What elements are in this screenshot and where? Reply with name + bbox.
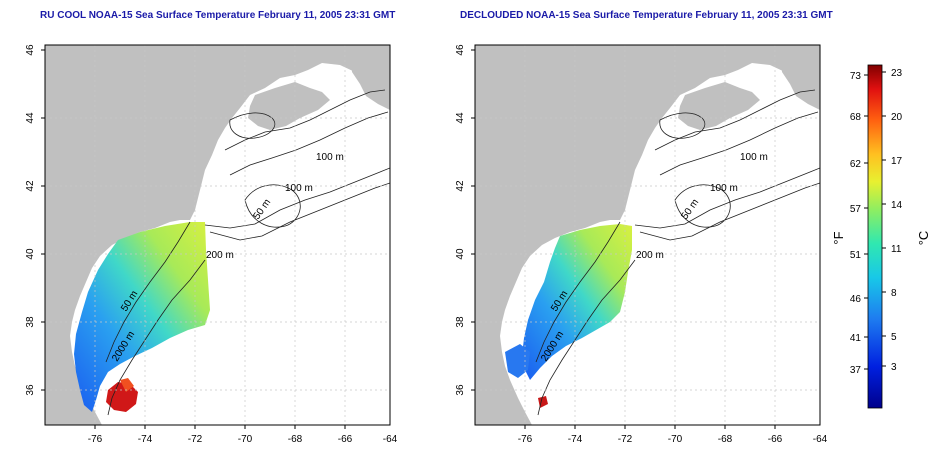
celsius-tick: 23 [891, 68, 903, 79]
map-frame [44, 44, 391, 426]
right-map-title: DECLOUDED NOAA-15 Sea Surface Temperatur… [460, 10, 833, 21]
celsius-tick: 14 [891, 200, 903, 211]
x-tick-label: -70 [238, 434, 253, 445]
x-tick-label: -70 [668, 434, 683, 445]
newfoundland [350, 45, 390, 110]
y-tick-label: 40 [455, 248, 466, 260]
contour-label: 100 m [285, 183, 313, 194]
celsius-tick: 5 [891, 332, 897, 343]
colorbar-gradient [867, 64, 883, 409]
cold-coastal-patch [505, 344, 530, 378]
contour-label: 100 m [710, 183, 738, 194]
fahrenheit-tick: 73 [850, 71, 862, 82]
axis-ticks [41, 49, 346, 429]
x-tick-label: -66 [768, 434, 783, 445]
y-tick-label: 46 [25, 44, 36, 56]
celsius-tick-labels: 23 20 17 14 11 8 5 3 [891, 68, 903, 373]
y-tick-label: 36 [25, 384, 36, 396]
land-mass [45, 45, 390, 425]
fahrenheit-axis-label: °F [831, 231, 846, 244]
contour-label: 100 m [740, 152, 768, 163]
left-map-title: RU COOL NOAA-15 Sea Surface Temperature … [40, 10, 396, 21]
nova-scotia [678, 82, 760, 130]
celsius-tick: 8 [891, 288, 897, 299]
fahrenheit-tick: 37 [850, 365, 862, 376]
left-sst-map: 100 m 100 m 50 m 200 m 50 m 2000 m -76 -… [25, 44, 398, 445]
y-tick-label: 38 [455, 316, 466, 328]
x-tick-label: -66 [338, 434, 353, 445]
y-tick-label: 44 [455, 112, 466, 124]
celsius-tick: 20 [891, 112, 903, 123]
y-tick-label: 42 [455, 180, 466, 192]
y-axis-labels: 36 38 40 42 44 46 [455, 44, 466, 396]
x-tick-label: -68 [718, 434, 733, 445]
grid-lines [45, 45, 390, 425]
celsius-tick: 11 [891, 244, 902, 255]
celsius-ticks [882, 71, 886, 367]
axis-ticks [471, 49, 776, 429]
contour-label: 100 m [316, 152, 344, 163]
sst-field [74, 222, 210, 412]
grid-lines [475, 45, 820, 425]
sst-field [522, 224, 632, 380]
fahrenheit-tick: 57 [850, 204, 862, 215]
x-tick-label: -74 [138, 434, 153, 445]
fahrenheit-tick: 51 [850, 250, 862, 261]
x-tick-label: -76 [518, 434, 533, 445]
x-tick-label: -76 [88, 434, 103, 445]
celsius-axis-label: °C [916, 231, 931, 246]
y-tick-label: 38 [25, 316, 36, 328]
fahrenheit-tick: 41 [850, 333, 862, 344]
nova-scotia [248, 82, 330, 130]
contour-label: 200 m [206, 250, 234, 261]
fahrenheit-tick: 68 [850, 112, 862, 123]
y-axis-labels: 36 38 40 42 44 46 [25, 44, 36, 396]
y-tick-label: 40 [25, 248, 36, 260]
x-axis-labels: -76 -74 -72 -70 -68 -66 -64 [88, 434, 398, 445]
x-axis-labels: -76 -74 -72 -70 -68 -66 -64 [518, 434, 828, 445]
temperature-colorbar: 73 68 62 57 51 46 41 37 23 20 17 14 11 8… [831, 64, 931, 409]
warm-gulf-stream [106, 382, 138, 412]
celsius-tick: 3 [891, 362, 897, 373]
x-tick-label: -68 [288, 434, 303, 445]
right-sst-map: 100 m 100 m 50 m 200 m 50 m 2000 m -76 -… [455, 44, 828, 445]
x-tick-label: -72 [188, 434, 203, 445]
fahrenheit-ticks [864, 74, 868, 370]
x-tick-label: -72 [618, 434, 633, 445]
celsius-tick: 17 [891, 156, 903, 167]
map-frame [474, 44, 821, 426]
x-tick-label: -64 [813, 434, 828, 445]
fahrenheit-tick: 62 [850, 159, 862, 170]
fahrenheit-tick: 46 [850, 294, 862, 305]
warm-patch [120, 378, 134, 392]
x-tick-label: -64 [383, 434, 398, 445]
fahrenheit-tick-labels: 73 68 62 57 51 46 41 37 [850, 71, 862, 376]
y-tick-label: 44 [25, 112, 36, 124]
newfoundland [780, 45, 820, 110]
y-tick-label: 36 [455, 384, 466, 396]
y-tick-label: 42 [25, 180, 36, 192]
x-tick-label: -74 [568, 434, 583, 445]
contour-label: 200 m [636, 250, 664, 261]
y-tick-label: 46 [455, 44, 466, 56]
land-mass [475, 45, 820, 425]
